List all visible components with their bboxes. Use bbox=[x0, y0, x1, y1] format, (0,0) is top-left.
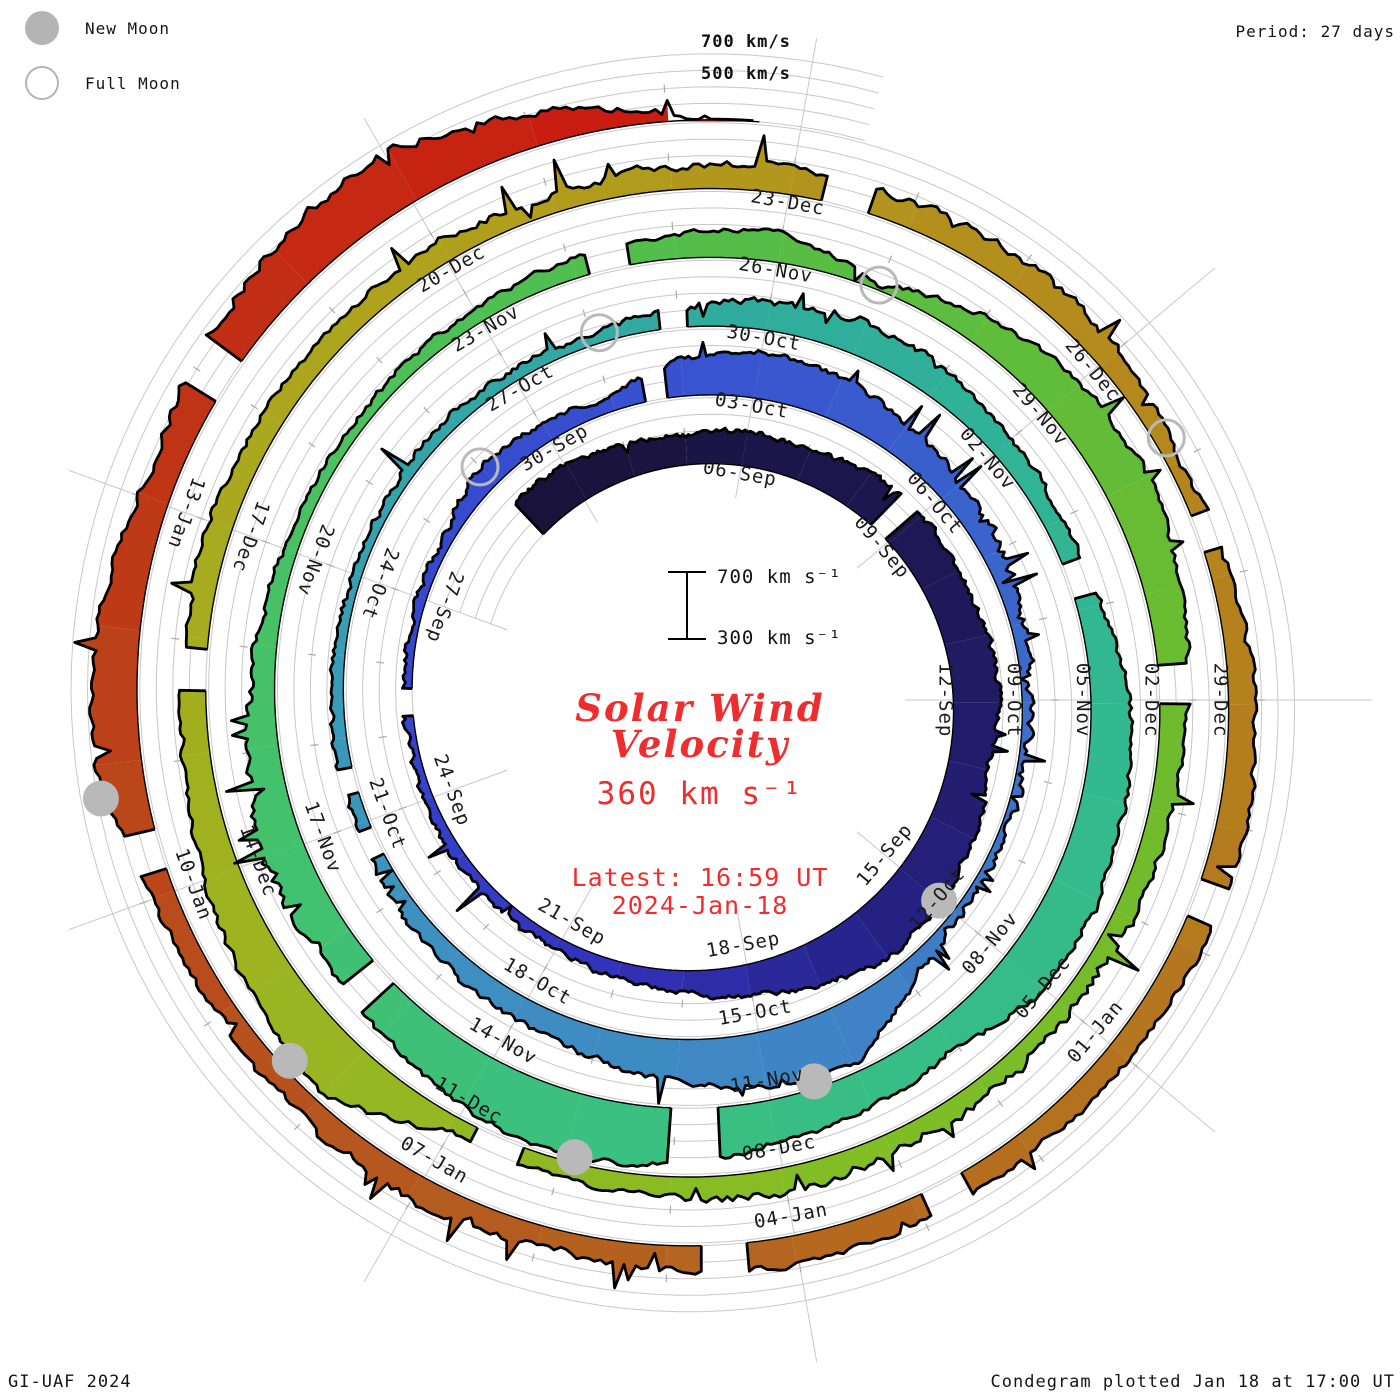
center-annotation: Solar Wind Velocity 360 km s⁻¹ Latest: 1… bbox=[400, 690, 1000, 920]
full-moon-label: Full Moon bbox=[85, 73, 181, 93]
date-label: 09-Oct bbox=[1003, 663, 1025, 738]
date-label: 05-Nov bbox=[1072, 663, 1094, 738]
current-velocity-value: 360 km s⁻¹ bbox=[596, 776, 804, 812]
chart-title-line1: Solar Wind bbox=[575, 686, 825, 730]
outer-scale-500: 500 km/s bbox=[701, 64, 791, 84]
latest-time: Latest: 16:59 UT bbox=[571, 863, 829, 892]
new-moon-marker bbox=[921, 882, 958, 919]
plot-timestamp-label: Condegram plotted Jan 18 at 17:00 UT bbox=[990, 1372, 1395, 1392]
new-moon-label: New Moon bbox=[85, 18, 171, 38]
new-moon-marker bbox=[796, 1063, 833, 1100]
date-label: 12-Sep bbox=[934, 663, 956, 738]
latest-date: 2024-Jan-18 bbox=[611, 891, 789, 920]
date-label: 18-Sep bbox=[704, 927, 781, 962]
scalebar-bottom-label: 300 km s⁻¹ bbox=[717, 627, 842, 649]
scalebar-top-label: 700 km s⁻¹ bbox=[717, 566, 842, 588]
legend-full-moon: Full Moon bbox=[25, 66, 181, 100]
full-moon-marker bbox=[1146, 418, 1186, 458]
period-label: Period: 27 days bbox=[1235, 22, 1395, 41]
full-moon-marker bbox=[859, 265, 899, 305]
date-label: 04-Jan bbox=[752, 1198, 829, 1233]
credit-label: GI-UAF 2024 bbox=[8, 1372, 132, 1392]
date-label: 29-Dec bbox=[1210, 663, 1232, 738]
chart-title-line2: Velocity bbox=[610, 722, 790, 766]
legend-new-moon: New Moon bbox=[25, 11, 170, 45]
new-moon-marker bbox=[556, 1139, 593, 1176]
new-moon-marker bbox=[271, 1042, 308, 1079]
date-label: 15-Oct bbox=[716, 995, 793, 1030]
full-moon-marker bbox=[460, 447, 500, 487]
full-moon-icon bbox=[25, 66, 59, 100]
full-moon-marker bbox=[579, 313, 619, 353]
outer-scale-700: 700 km/s bbox=[701, 32, 791, 52]
date-label: 02-Dec bbox=[1141, 663, 1163, 738]
new-moon-icon bbox=[25, 11, 59, 45]
new-moon-marker bbox=[82, 780, 119, 817]
